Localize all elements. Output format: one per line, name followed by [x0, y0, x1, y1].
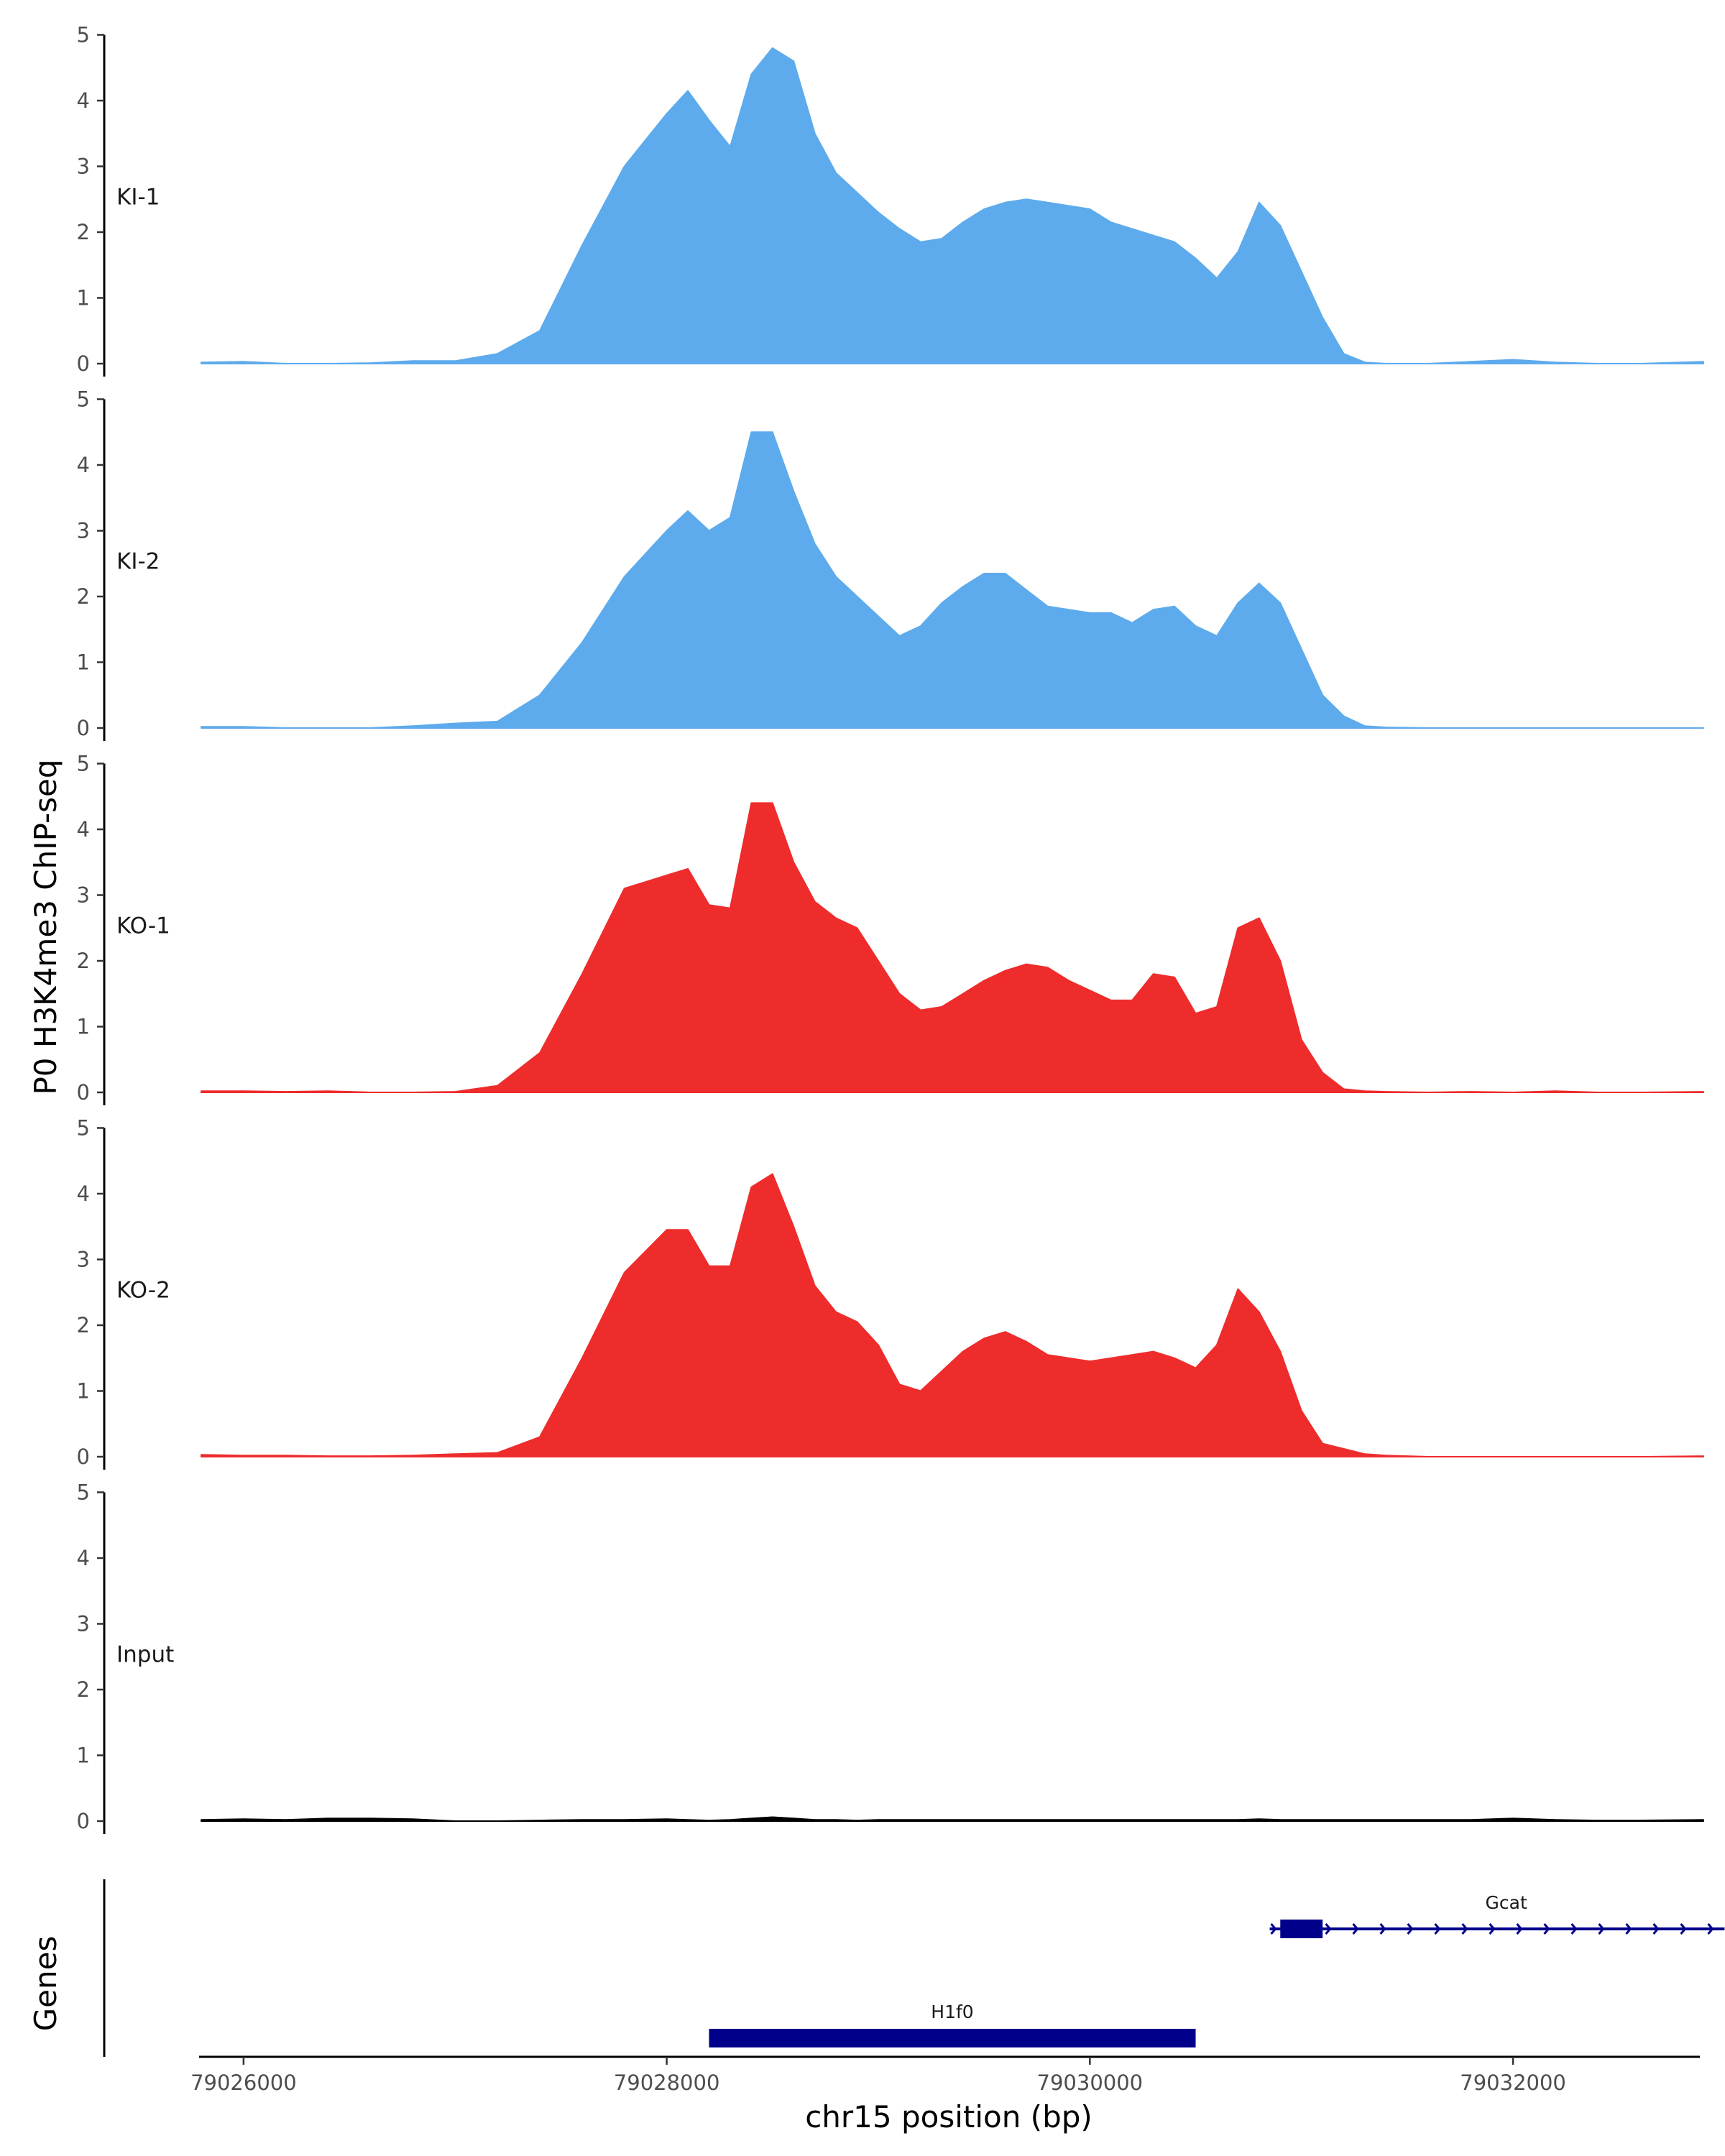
y-tick-label: 0: [77, 1809, 90, 1833]
strand-arrow-icon: [1297, 1923, 1305, 1935]
y-tick-label: 5: [77, 752, 90, 776]
track-ko-1: 0 1 2 3 4 5 KO-1: [77, 752, 1704, 1105]
x-tick-label: 79028000: [614, 2070, 720, 2095]
y-tick-label: 2: [77, 584, 90, 609]
signal-area-ko-1: [201, 802, 1704, 1093]
signal-area-input: [201, 1816, 1704, 1822]
x-tick-label: 79026000: [190, 2070, 297, 2095]
y-tick-label: 4: [77, 453, 90, 477]
track-label-ko-1: KO-1: [116, 913, 170, 939]
track-ki-1: 0 1 2 3 4 5 KI-1: [77, 23, 1704, 377]
strand-arrow-icon: [737, 2032, 744, 2044]
gene-gcat: Gcat: [1269, 1892, 1725, 1938]
strand-arrow-icon: [1598, 1923, 1605, 1935]
y-tick-label: 0: [77, 351, 90, 376]
y-tick-label: 4: [77, 88, 90, 113]
strand-arrow-icon: [709, 2032, 717, 2044]
strand-arrow-icon: [1570, 1923, 1578, 1935]
y-tick-label: 0: [77, 1080, 90, 1105]
strand-arrow-icon: [928, 2032, 935, 2044]
strand-arrow-icon: [1680, 1923, 1687, 1935]
strand-arrow-icon: [1037, 2032, 1044, 2044]
y-tick-label: 5: [77, 23, 90, 47]
y-tick-label: 1: [77, 1015, 90, 1039]
strand-arrow-icon: [901, 2032, 908, 2044]
y-tick-label: 3: [77, 1248, 90, 1272]
y-tick-label: 0: [77, 1445, 90, 1469]
strand-arrow-icon: [1379, 1923, 1386, 1935]
signal-tracks: 0 1 2 3 4 5 KI-1 0 1 2 3 4 5 KI-2 0 1 2 3 4 5 KO-1 0 1 2 3 4 5 KO-2…: [77, 23, 1704, 1834]
strand-arrow-icon: [1489, 1923, 1496, 1935]
y-tick-label: 1: [77, 650, 90, 675]
gene-exon: [709, 2029, 1196, 2047]
signal-area-ki-2: [201, 431, 1704, 729]
y-tick-label: 3: [77, 155, 90, 179]
track-label-input: Input: [116, 1641, 174, 1667]
y-tick-label: 4: [77, 1546, 90, 1570]
y-tick-label: 3: [77, 1612, 90, 1636]
y-tick-label: 0: [77, 716, 90, 740]
y-tick-label: 2: [77, 1313, 90, 1337]
y-tick-label: 5: [77, 387, 90, 412]
y-tick-label: 1: [77, 1743, 90, 1768]
strand-arrow-icon: [1461, 1923, 1468, 1935]
strand-arrow-icon: [1064, 2032, 1072, 2044]
signal-area-ko-2: [201, 1173, 1704, 1457]
signal-area-ki-1: [201, 47, 1704, 364]
y-tick-label: 1: [77, 286, 90, 310]
strand-arrow-icon: [1146, 2032, 1154, 2044]
y-tick-label: 1: [77, 1379, 90, 1404]
strand-arrow-icon: [846, 2032, 853, 2044]
y-tick-label: 2: [77, 949, 90, 973]
y-tick-label: 5: [77, 1116, 90, 1141]
strand-arrow-icon: [955, 2032, 962, 2044]
strand-arrow-icon: [1270, 1923, 1277, 1935]
strand-arrow-icon: [1092, 2032, 1099, 2044]
y-tick-label: 2: [77, 220, 90, 244]
track-ki-2: 0 1 2 3 4 5 KI-2: [77, 387, 1704, 741]
strand-arrow-icon: [1625, 1923, 1632, 1935]
y-tick-label: 4: [77, 817, 90, 842]
y-tick-label: 3: [77, 883, 90, 908]
gene-h1f0: H1f0: [709, 2001, 1196, 2047]
strand-arrow-icon: [1010, 2032, 1017, 2044]
track-label-ko-2: KO-2: [116, 1277, 170, 1303]
strand-arrow-icon: [1407, 1923, 1414, 1935]
y-tick-label: 5: [77, 1480, 90, 1505]
track-input: 0 1 2 3 4 5 Input: [77, 1480, 1704, 1834]
track-label-ki-1: KI-1: [116, 184, 160, 210]
strand-arrow-icon: [1119, 2032, 1126, 2044]
x-tick-label: 79030000: [1037, 2070, 1144, 2095]
y-tick-label: 4: [77, 1181, 90, 1206]
gene-track: H1f0 Gcat: [103, 1879, 1725, 2057]
x-axis-title: chr15 position (bp): [805, 2099, 1092, 2134]
gene-label: H1f0: [931, 2001, 973, 2022]
strand-arrow-icon: [1652, 1923, 1660, 1935]
strand-arrow-icon: [1707, 1923, 1714, 1935]
y-tick-label: 2: [77, 1677, 90, 1702]
y-axis-title: P0 H3K4me3 ChIP-seq: [28, 759, 63, 1095]
strand-arrow-icon: [1352, 1923, 1359, 1935]
track-label-ki-2: KI-2: [116, 548, 160, 574]
y-tick-label: 3: [77, 519, 90, 543]
strand-arrow-icon: [764, 2032, 771, 2044]
strand-arrow-icon: [1325, 1923, 1332, 1935]
track-ko-2: 0 1 2 3 4 5 KO-2: [77, 1116, 1704, 1470]
x-tick-label: 79032000: [1460, 2070, 1566, 2095]
gene-track-title: Genes: [28, 1936, 63, 2032]
gene-label: Gcat: [1486, 1892, 1527, 1913]
strand-arrow-icon: [983, 2032, 990, 2044]
strand-arrow-icon: [873, 2032, 880, 2044]
strand-arrow-icon: [1434, 1923, 1441, 1935]
strand-arrow-icon: [1516, 1923, 1523, 1935]
strand-arrow-icon: [791, 2032, 799, 2044]
strand-arrow-icon: [819, 2032, 826, 2044]
x-axis: 79026000 79028000 79030000 79032000: [190, 2055, 1700, 2095]
strand-arrow-icon: [1174, 2032, 1181, 2044]
strand-arrow-icon: [1543, 1923, 1550, 1935]
